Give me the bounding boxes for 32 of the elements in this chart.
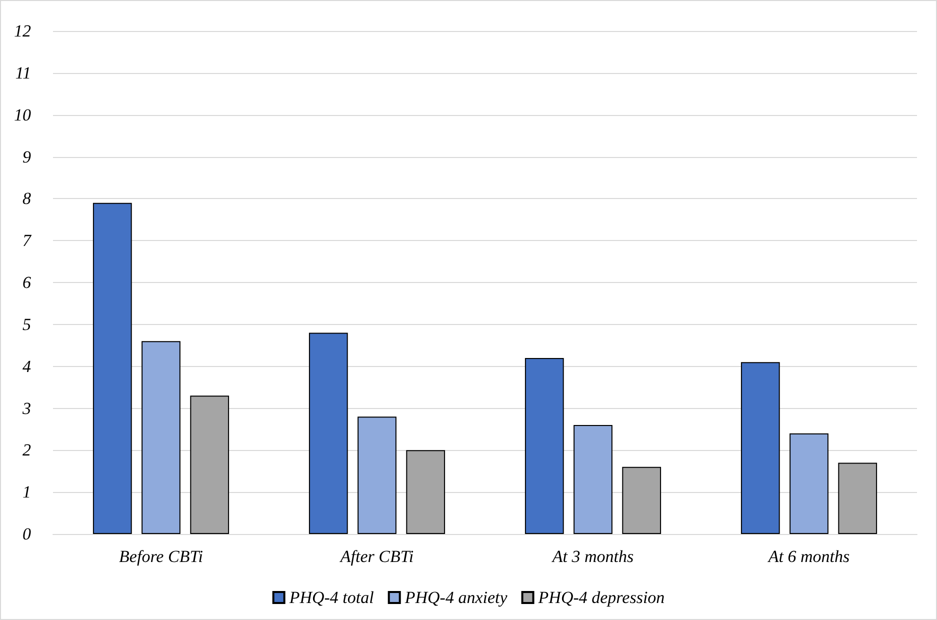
y-tick-label: 7 — [22, 231, 32, 250]
y-tick-label: 12 — [14, 22, 32, 40]
bar — [92, 202, 132, 534]
y-tick-label: 4 — [22, 356, 32, 376]
bar — [574, 425, 612, 534]
bar — [838, 462, 878, 534]
y-tick-label: 0 — [22, 524, 32, 544]
bar — [406, 450, 446, 534]
y-tick-label: 2 — [22, 440, 32, 460]
y-tick-label: 8 — [22, 189, 32, 208]
bar — [740, 362, 780, 534]
bar — [358, 416, 396, 534]
y-tick-label: 6 — [22, 273, 32, 292]
bar — [790, 433, 828, 534]
bar — [190, 396, 230, 534]
y-tick-label: 5 — [22, 314, 31, 334]
legend-label: PHQ-4 anxiety — [404, 588, 508, 607]
bar — [308, 332, 348, 534]
y-tick-label: 3 — [22, 398, 31, 418]
x-tick-label: At 6 months — [767, 547, 850, 566]
bar — [524, 358, 564, 534]
x-tick-label: After CBTi — [339, 547, 414, 566]
legend-label: PHQ-4 total — [288, 588, 374, 607]
y-tick-label: 10 — [14, 105, 32, 124]
y-tick-label: 11 — [15, 63, 31, 82]
legend-label: PHQ-4 depression — [537, 588, 665, 607]
bar — [622, 466, 662, 534]
bar — [142, 341, 180, 534]
y-tick-label: 9 — [22, 147, 32, 166]
x-tick-label: Before CBTi — [119, 547, 204, 566]
x-tick-label: At 3 months — [551, 547, 634, 566]
y-tick-label: 1 — [22, 482, 31, 502]
